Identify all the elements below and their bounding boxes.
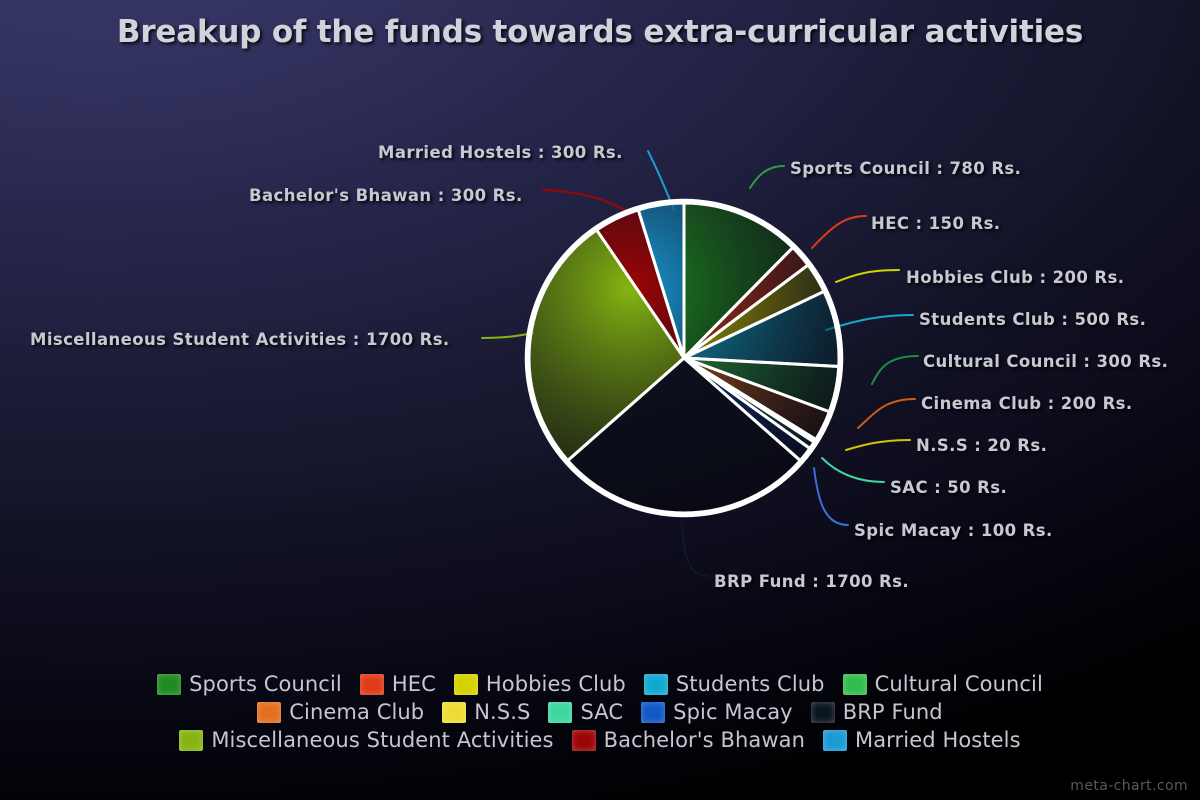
pie-slice-married-hostels[interactable]: Married Hostels : 300 Rs. <box>636 201 686 360</box>
legend-label: SAC <box>580 700 624 724</box>
chart-title: Breakup of the funds towards extra-curri… <box>116 14 1084 50</box>
callout-label-hec: HEC : 150 Rs. <box>871 214 1001 233</box>
legend-item-cinema-club[interactable]: Cinema Club <box>257 700 424 724</box>
callout-label-married-hostels: Married Hostels : 300 Rs. <box>378 143 623 162</box>
legend-swatch-students-club <box>643 673 668 695</box>
leader-line-cinema-club <box>857 398 916 429</box>
legend-swatch-cinema-club <box>257 701 282 723</box>
legend-swatch-bachelor-s-bhawan <box>571 729 596 751</box>
watermark: meta-chart.com <box>1070 778 1188 794</box>
chart-legend: Sports Council HEC Hobbies Club Students Cl… <box>0 672 1200 752</box>
legend-label: N.S.S <box>474 700 531 724</box>
legend-swatch-sac <box>548 701 573 723</box>
pie-slice-miscellaneous-student-activities[interactable]: Miscellaneous Student Activities : 1700 … <box>527 228 686 463</box>
leader-line-sac <box>821 457 885 483</box>
legend-swatch-n-s-s <box>442 701 467 723</box>
legend-swatch-spic-macay <box>641 701 666 723</box>
legend-item-cultural-council[interactable]: Cultural Council <box>842 672 1043 696</box>
legend-item-spic-macay[interactable]: Spic Macay <box>641 700 793 724</box>
legend-label: Hobbies Club <box>485 672 626 696</box>
leader-line-spic-macay <box>813 467 849 526</box>
callout-label-nss: N.S.S : 20 Rs. <box>916 436 1048 455</box>
callout-label-students-club: Students Club : 500 Rs. <box>919 310 1147 329</box>
pie-slice-sports-council[interactable]: Sports Council : 780 Rs. <box>682 201 795 360</box>
leader-line-hobbies-club <box>835 269 900 283</box>
legend-label: Spic Macay <box>673 700 793 724</box>
legend-label: Cinema Club <box>289 700 425 724</box>
leader-line-cultural-council <box>871 355 919 385</box>
callout-label-miscellaneous: Miscellaneous Student Activities : 1700 … <box>30 330 450 349</box>
legend-item-hec[interactable]: HEC <box>359 672 436 696</box>
legend-swatch-miscellaneous-student-activities <box>179 729 204 751</box>
legend-label: BRP Fund <box>842 700 943 724</box>
callout-label-sports-council: Sports Council : 780 Rs. <box>790 159 1022 178</box>
leader-line-brp-fund <box>681 523 709 577</box>
callout-label-cultural-council: Cultural Council : 300 Rs. <box>923 352 1169 371</box>
leader-line-hec <box>811 215 867 249</box>
callout-label-sac: SAC : 50 Rs. <box>890 478 1008 497</box>
callout-label-spic-macay: Spic Macay : 100 Rs. <box>854 521 1053 540</box>
legend-label: HEC <box>391 672 436 696</box>
leader-line-sports-council <box>749 165 785 189</box>
legend-item-sports-council[interactable]: Sports Council <box>157 672 342 696</box>
legend-item-brp-fund[interactable]: BRP Fund <box>810 700 943 724</box>
legend-item-students-club[interactable]: Students Club <box>643 672 825 696</box>
legend-swatch-brp-fund <box>810 701 835 723</box>
legend-label: Bachelor's Bhawan <box>603 728 805 752</box>
legend-item-hobbies-club[interactable]: Hobbies Club <box>453 672 626 696</box>
callout-label-brp-fund: BRP Fund : 1700 Rs. <box>714 572 910 591</box>
legend-item-miscellaneous-student-activities[interactable]: Miscellaneous Student Activities <box>179 728 553 752</box>
callout-label-cinema-club: Cinema Club : 200 Rs. <box>921 394 1133 413</box>
legend-item-bachelor-s-bhawan[interactable]: Bachelor's Bhawan <box>571 728 805 752</box>
callout-label-bachelors-bhawan: Bachelor's Bhawan : 300 Rs. <box>249 186 523 205</box>
pie-outline <box>524 198 844 518</box>
legend-item-sac[interactable]: SAC <box>548 700 623 724</box>
pie-slice-brp-fund[interactable]: BRP Fund : 1700 Rs. <box>566 356 802 515</box>
legend-row: Sports Council HEC Hobbies Club Students Cl… <box>148 672 1052 696</box>
legend-item-married-hostels[interactable]: Married Hostels <box>823 728 1021 752</box>
legend-swatch-hec <box>359 673 384 695</box>
leader-line-bachelors-bhawan <box>542 189 633 215</box>
legend-row: Miscellaneous Student Activities Bachelor… <box>170 728 1029 752</box>
legend-label: Married Hostels <box>855 728 1021 752</box>
legend-label: Miscellaneous Student Activities <box>211 728 554 752</box>
legend-row: Cinema Club N.S.S SAC Spic Macay BRP Fund <box>248 700 951 724</box>
legend-label: Cultural Council <box>874 672 1043 696</box>
legend-swatch-cultural-council <box>842 673 867 695</box>
legend-label: Sports Council <box>189 672 342 696</box>
legend-swatch-married-hostels <box>823 729 847 751</box>
legend-swatch-sports-council <box>157 673 182 695</box>
legend-swatch-hobbies-club <box>453 673 478 695</box>
legend-item-n-s-s[interactable]: N.S.S <box>442 700 530 724</box>
legend-label: Students Club <box>675 672 825 696</box>
callout-label-hobbies-club: Hobbies Club : 200 Rs. <box>906 268 1125 287</box>
leader-line-nss <box>845 439 911 451</box>
